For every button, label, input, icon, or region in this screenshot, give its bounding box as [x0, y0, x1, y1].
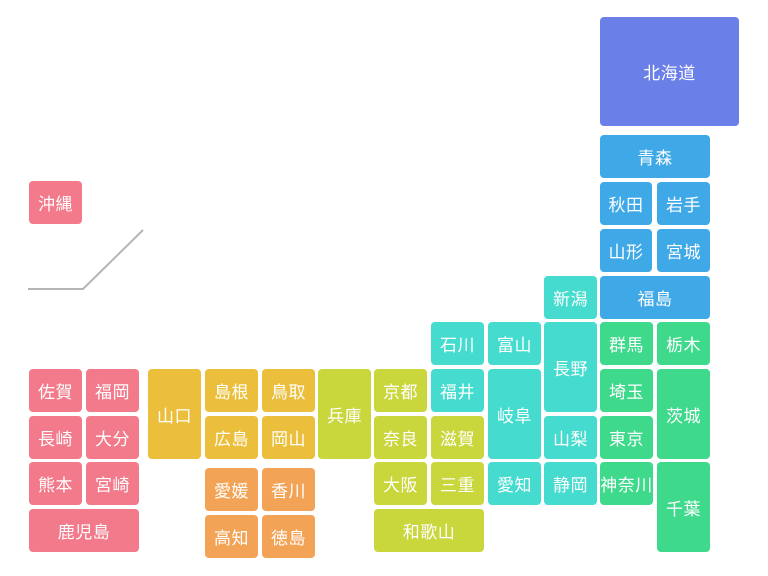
prefecture-tile-kochi[interactable]: 高知	[205, 515, 258, 558]
prefecture-tile-wakayama[interactable]: 和歌山	[374, 509, 484, 552]
prefecture-tile-gunma[interactable]: 群馬	[600, 322, 653, 365]
prefecture-tile-kagawa[interactable]: 香川	[262, 468, 315, 511]
prefecture-label: 茨城	[666, 406, 701, 427]
prefecture-tile-okinawa[interactable]: 沖縄	[29, 181, 82, 224]
prefecture-tile-kagoshima[interactable]: 鹿児島	[29, 509, 139, 552]
prefecture-label: 栃木	[666, 336, 701, 356]
prefecture-label: 島根	[214, 383, 249, 403]
prefecture-label: 鹿児島	[57, 523, 111, 543]
prefecture-tile-kanagawa[interactable]: 神奈川	[600, 462, 653, 505]
prefecture-label: 高知	[214, 529, 249, 549]
prefecture-label: 広島	[214, 430, 249, 450]
prefecture-tile-niigata[interactable]: 新潟	[544, 276, 597, 319]
prefecture-label: 山梨	[553, 430, 588, 450]
prefecture-label: 富山	[497, 336, 532, 356]
prefecture-label: 岐阜	[497, 406, 532, 427]
prefecture-tile-chiba[interactable]: 千葉	[657, 462, 710, 552]
prefecture-label: 東京	[609, 430, 644, 450]
prefecture-label: 宮崎	[95, 476, 130, 496]
prefecture-label: 奈良	[383, 430, 418, 450]
prefecture-label: 千葉	[666, 499, 701, 520]
prefecture-label: 石川	[440, 336, 475, 356]
prefecture-tile-ishikawa[interactable]: 石川	[431, 322, 484, 365]
prefecture-tile-nagano[interactable]: 長野	[544, 322, 597, 412]
prefecture-label: 和歌山	[402, 523, 456, 543]
prefecture-tile-tokushima[interactable]: 徳島	[262, 515, 315, 558]
prefecture-label: 愛知	[497, 476, 532, 496]
prefecture-label: 岡山	[271, 430, 306, 450]
prefecture-label: 福井	[440, 383, 475, 403]
prefecture-tile-fukuoka[interactable]: 福岡	[86, 369, 139, 412]
prefecture-label: 愛媛	[214, 482, 249, 502]
prefecture-tile-akita[interactable]: 秋田	[600, 182, 652, 225]
prefecture-label: 熊本	[38, 476, 73, 496]
prefecture-label: 滋賀	[440, 430, 475, 450]
prefecture-label: 鳥取	[271, 383, 306, 403]
prefecture-label: 新潟	[553, 290, 588, 310]
prefecture-tile-yamanashi[interactable]: 山梨	[544, 416, 597, 459]
prefecture-tile-oita[interactable]: 大分	[86, 416, 139, 459]
prefecture-label: 埼玉	[609, 383, 644, 403]
prefecture-tile-shizuoka[interactable]: 静岡	[544, 462, 597, 505]
prefecture-label: 静岡	[553, 476, 588, 496]
prefecture-tile-saga[interactable]: 佐賀	[29, 369, 82, 412]
prefecture-label: 沖縄	[38, 195, 73, 215]
prefecture-tile-hiroshima[interactable]: 広島	[205, 416, 258, 459]
prefecture-tile-hyogo[interactable]: 兵庫	[318, 369, 371, 459]
prefecture-tile-mie[interactable]: 三重	[431, 462, 484, 505]
prefecture-label: 長野	[553, 359, 588, 380]
prefecture-tile-iwate[interactable]: 岩手	[657, 182, 710, 225]
prefecture-tile-tottori[interactable]: 鳥取	[262, 369, 315, 412]
prefecture-tile-aichi[interactable]: 愛知	[488, 462, 541, 505]
prefecture-label: 秋田	[608, 196, 644, 216]
prefecture-tile-miyazaki[interactable]: 宮崎	[86, 462, 139, 505]
prefecture-tile-yamagata[interactable]: 山形	[600, 229, 652, 272]
prefecture-label: 山口	[157, 406, 192, 427]
prefecture-label: 群馬	[609, 336, 644, 356]
prefecture-label: 宮城	[666, 243, 701, 263]
prefecture-tile-saitama[interactable]: 埼玉	[600, 369, 653, 412]
prefecture-label: 三重	[440, 476, 475, 496]
prefecture-tile-hokkaido[interactable]: 北海道	[600, 17, 739, 126]
prefecture-tile-toyama[interactable]: 富山	[488, 322, 541, 365]
prefecture-label: 神奈川	[600, 476, 653, 496]
prefecture-label: 佐賀	[38, 383, 73, 403]
prefecture-tile-nara[interactable]: 奈良	[374, 416, 427, 459]
prefecture-label: 香川	[271, 482, 306, 502]
prefecture-label: 大分	[95, 430, 130, 450]
prefecture-tile-fukui[interactable]: 福井	[431, 369, 484, 412]
prefecture-label: 福島	[637, 290, 673, 310]
prefecture-tile-miyagi[interactable]: 宮城	[657, 229, 710, 272]
prefecture-tile-kyoto[interactable]: 京都	[374, 369, 427, 412]
prefecture-label: 長崎	[38, 430, 73, 450]
prefecture-tile-shiga[interactable]: 滋賀	[431, 416, 484, 459]
prefecture-tile-nagasaki[interactable]: 長崎	[29, 416, 82, 459]
prefecture-label: 大阪	[383, 476, 418, 496]
prefecture-tile-ibaraki[interactable]: 茨城	[657, 369, 710, 459]
prefecture-label: 兵庫	[327, 406, 362, 427]
prefecture-label: 青森	[637, 149, 673, 169]
prefecture-label: 京都	[383, 383, 418, 403]
prefecture-tile-kumamoto[interactable]: 熊本	[29, 462, 82, 505]
prefecture-tile-tochigi[interactable]: 栃木	[657, 322, 710, 365]
prefecture-tile-gifu[interactable]: 岐阜	[488, 369, 541, 459]
prefecture-tile-yamaguchi[interactable]: 山口	[148, 369, 201, 459]
prefecture-tile-fukushima[interactable]: 福島	[600, 276, 710, 319]
prefecture-label: 山形	[608, 243, 644, 263]
prefecture-tile-okayama[interactable]: 岡山	[262, 416, 315, 459]
prefecture-label: 北海道	[643, 64, 696, 84]
prefecture-tile-ehime[interactable]: 愛媛	[205, 468, 258, 511]
prefecture-tile-osaka[interactable]: 大阪	[374, 462, 427, 505]
prefecture-tile-tokyo[interactable]: 東京	[600, 416, 653, 459]
prefecture-tile-aomori[interactable]: 青森	[600, 135, 710, 178]
prefecture-tile-shimane[interactable]: 島根	[205, 369, 258, 412]
prefecture-label: 福岡	[95, 383, 130, 403]
prefecture-label: 岩手	[666, 196, 701, 216]
prefecture-label: 徳島	[271, 529, 306, 549]
